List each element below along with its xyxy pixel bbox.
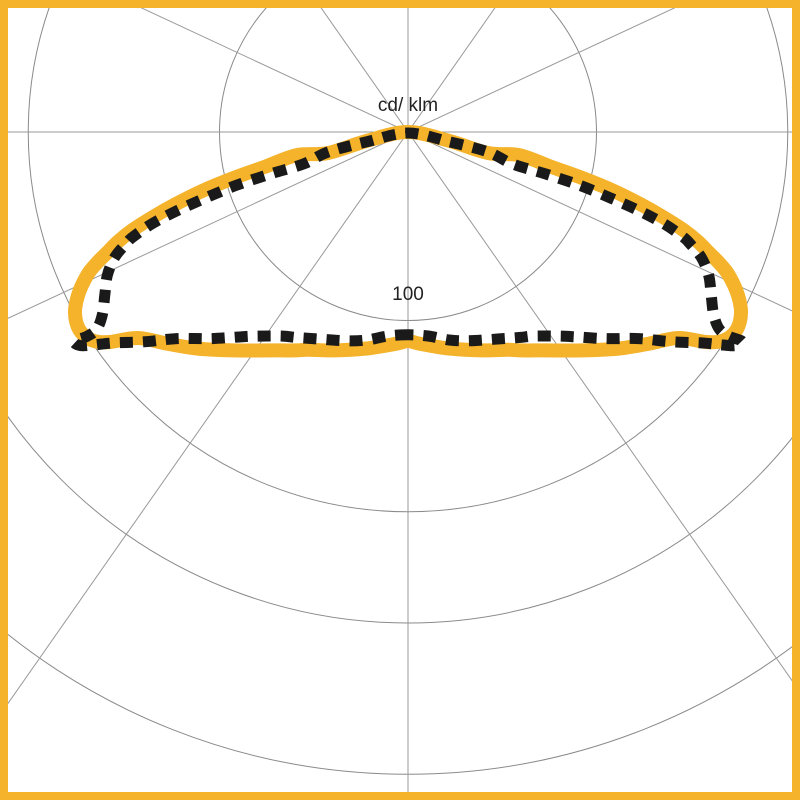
- svg-text:100: 100: [392, 284, 424, 305]
- svg-text:cd/ klm: cd/ klm: [378, 95, 438, 116]
